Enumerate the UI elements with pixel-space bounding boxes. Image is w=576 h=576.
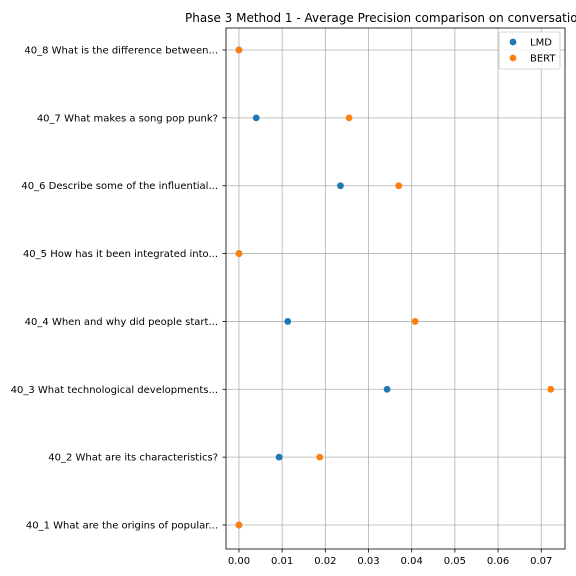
point-lmd [383,385,391,393]
x-tick-label: 0.01 [271,556,293,567]
data-points [235,46,555,529]
point-lmd [275,453,283,461]
point-lmd [284,318,292,325]
y-tick-label: 40_1 What are the origins of popular... [26,521,218,532]
legend-label-bert: BERT [530,54,556,65]
point-bert [235,521,243,529]
x-tick-label: 0.04 [401,556,423,567]
y-tick-label: 40_2 What are its characteristics? [48,453,218,464]
chart-title: Phase 3 Method 1 - Average Precision com… [185,11,576,25]
point-bert [345,114,353,122]
legend-marker-bert [509,54,517,62]
point-bert [316,453,324,461]
legend: LMD BERT [498,31,561,70]
point-bert [235,250,243,257]
point-bert [235,46,243,54]
legend-marker-lmd [509,38,517,46]
point-bert [411,318,419,325]
y-tick-label: 40_6 Describe some of the influential... [21,181,218,192]
grid-lines [226,28,565,549]
point-bert [395,182,403,190]
x-tick-label: 0.05 [444,556,466,567]
point-lmd [337,182,344,190]
x-axis-ticks: 0.00 0.01 0.02 0.03 0.04 0.05 0.06 0.07 [228,549,552,567]
y-axis-ticks: 40_1 What are the origins of popular... 4… [11,46,226,532]
x-tick-label: 0.07 [530,556,552,567]
y-tick-label: 40_8 What is the difference between... [24,46,218,57]
point-bert [547,385,555,393]
x-tick-label: 0.02 [314,556,336,567]
legend-label-lmd: LMD [530,38,552,49]
y-tick-label: 40_3 What technological developments... [11,385,218,396]
x-tick-label: 0.00 [228,556,250,567]
y-tick-label: 40_4 When and why did people start... [25,317,218,328]
x-tick-label: 0.06 [487,556,509,567]
y-tick-label: 40_5 How has it been integrated into... [23,249,218,260]
point-lmd [252,114,260,122]
y-tick-label: 40_7 What makes a song pop punk? [37,113,218,124]
x-tick-label: 0.03 [357,556,379,567]
plot-frame [225,27,566,550]
